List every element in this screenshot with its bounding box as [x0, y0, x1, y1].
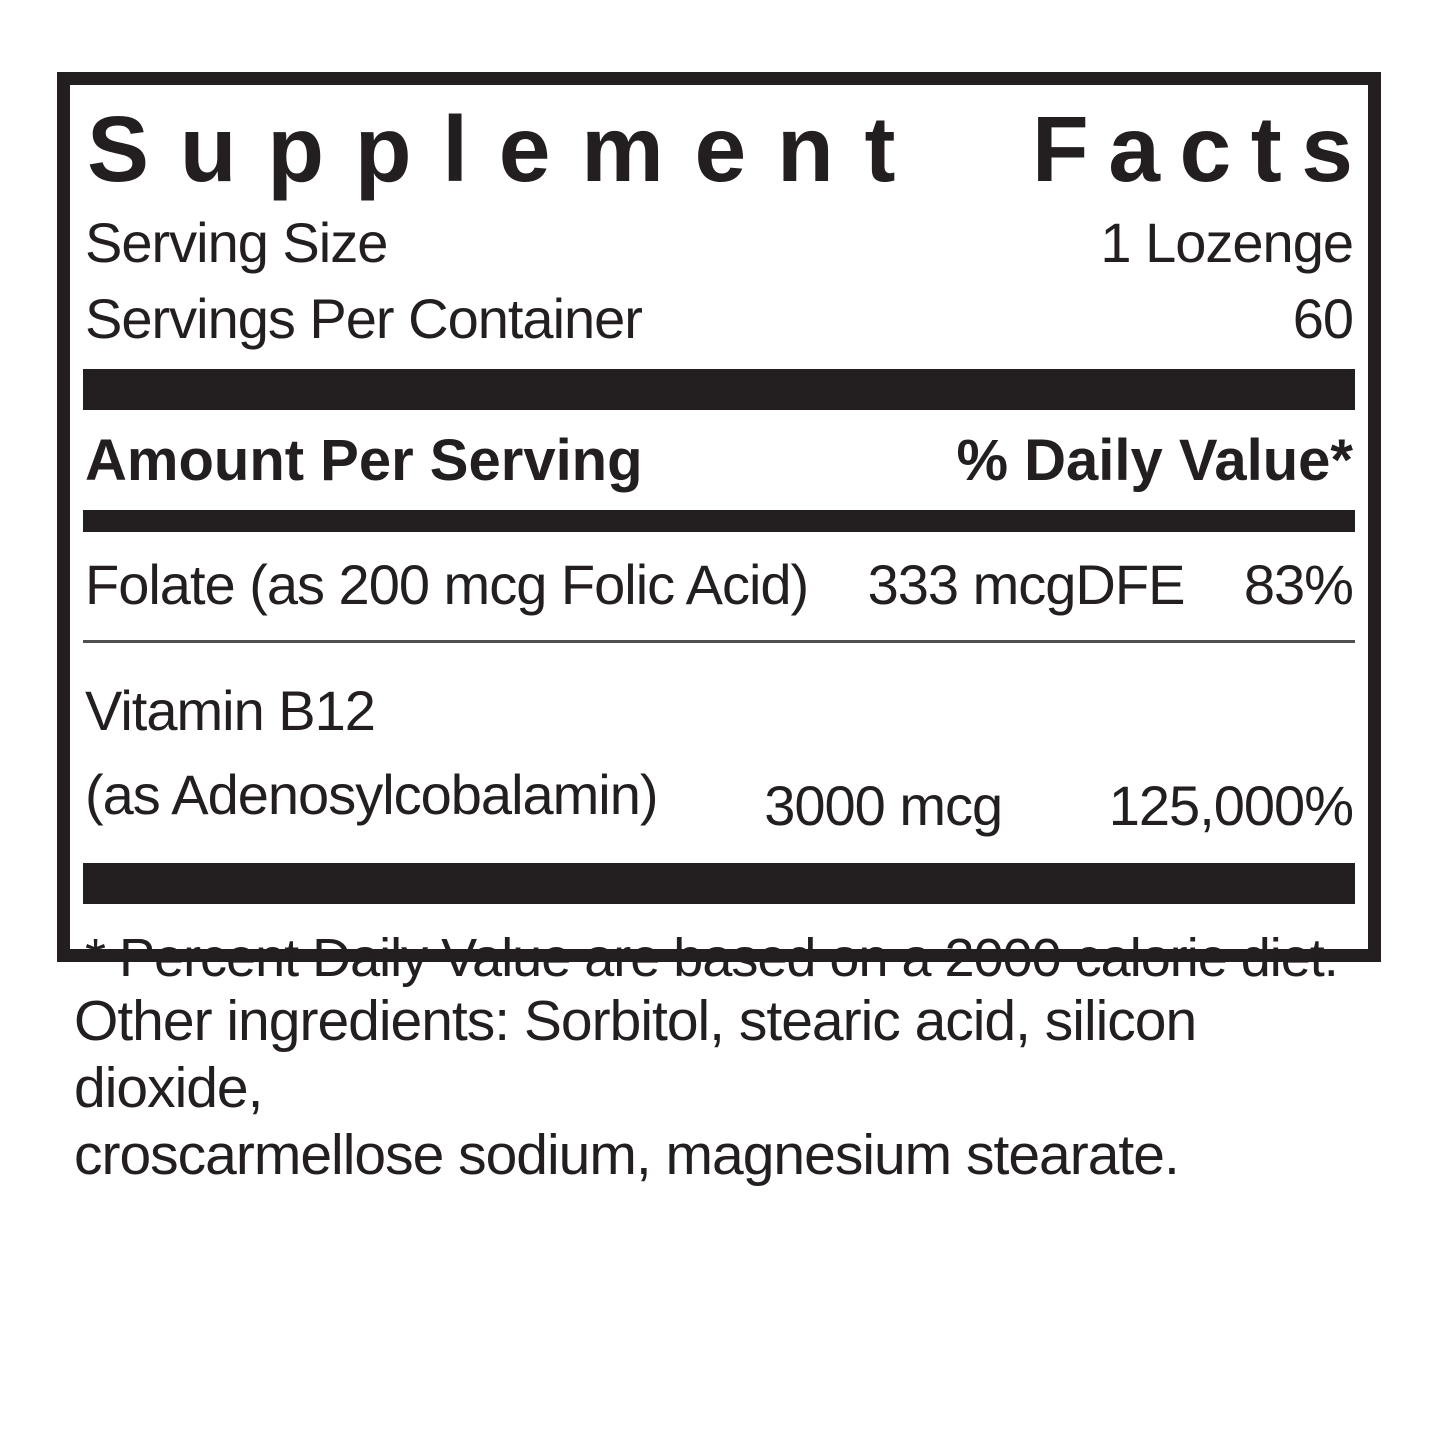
serving-size-row: Serving Size 1 Lozenge: [83, 205, 1355, 281]
daily-value-header: % Daily Value*: [956, 427, 1353, 493]
daily-value-footnote: * Percent Daily Value are based on a 200…: [85, 927, 1339, 988]
divider-bar-bottom: [83, 862, 1355, 904]
supplement-facts-panel: Supplement Facts Serving Size 1 Lozenge …: [57, 72, 1381, 988]
nutrient-row-vitamin-b12: Vitamin B12 (as Adenosylcobalamin) 3000 …: [83, 643, 1355, 851]
nutrient-row-folate: Folate (as 200 mcg Folic Acid) 333 mcgDF…: [83, 532, 1355, 634]
vitamin-b12-name-line1: Vitamin B12: [85, 678, 376, 742]
vitamin-b12-name: Vitamin B12 (as Adenosylcobalamin): [85, 669, 659, 837]
serving-size-value: 1 Lozenge: [1100, 210, 1354, 274]
divider-bar-top: [83, 368, 1355, 410]
vitamin-b12-amount: 3000 mcg: [764, 773, 1003, 837]
column-header-row: Amount Per Serving % Daily Value*: [83, 410, 1355, 500]
servings-per-container-label: Servings Per Container: [85, 286, 643, 350]
vitamin-b12-daily-value: 125,000%: [1108, 773, 1354, 837]
folate-amount: 333 mcgDFE: [867, 552, 1186, 616]
folate-name: Folate (as 200 mcg Folic Acid): [85, 552, 809, 616]
servings-per-container-value: 60: [1292, 286, 1354, 350]
title-word-supplement: Supplement: [87, 97, 927, 201]
vitamin-b12-name-line2: (as Adenosylcobalamin): [85, 762, 659, 826]
panel-title: Supplement Facts: [87, 95, 1353, 205]
thin-divider-rule: [83, 639, 1355, 643]
divider-bar-header: [83, 509, 1355, 532]
servings-per-container-row: Servings Per Container 60: [83, 281, 1355, 357]
other-ingredients-line1: Other ingredients: Sorbitol, stearic aci…: [74, 989, 1197, 1120]
serving-size-label: Serving Size: [85, 210, 388, 274]
other-ingredients-line2: croscarmellose sodium, magnesium stearat…: [74, 1123, 1180, 1187]
title-word-facts: Facts: [1031, 97, 1373, 201]
folate-daily-value: 83%: [1243, 552, 1354, 616]
amount-per-serving-header: Amount Per Serving: [85, 427, 643, 493]
other-ingredients: Other ingredients: Sorbitol, stearic aci…: [74, 988, 1394, 1189]
